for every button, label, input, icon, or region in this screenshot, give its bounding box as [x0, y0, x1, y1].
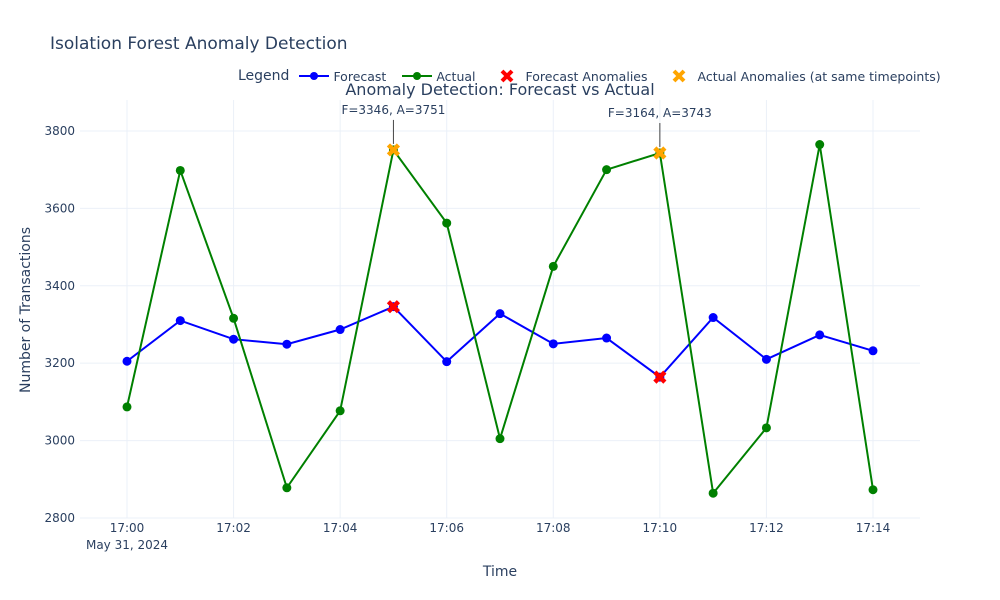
actual-anomaly-marker — [653, 146, 667, 160]
legend-item-forecast[interactable]: Forecast — [299, 69, 386, 84]
legend-actual-anomalies-symbol — [672, 69, 685, 83]
forecast-point — [761, 354, 771, 364]
forecast-point — [122, 356, 132, 366]
forecast-point — [868, 346, 878, 356]
forecast-point — [229, 334, 239, 344]
chart-subtitle: Anomaly Detection: Forecast vs Actual — [345, 80, 655, 99]
legend-item-actual[interactable]: Actual — [402, 68, 476, 84]
legend-item-forecast-anomalies[interactable]: Forecast Anomalies — [492, 69, 648, 84]
x-tick-label: 17:00 — [110, 521, 145, 535]
forecast-point — [602, 333, 612, 343]
legend-actual-label: Actual — [436, 68, 476, 84]
actual-point — [335, 406, 345, 416]
actual-point — [495, 434, 505, 444]
annotations: F=3346, A=3751 F=3164, A=3743 — [341, 103, 712, 148]
actual-point — [548, 261, 558, 271]
y-axis-title: Number of Transactions — [18, 227, 34, 393]
y-tick-label: 2800 — [44, 511, 75, 525]
y-tick-label: 3800 — [44, 124, 75, 138]
forecast-anomaly-marker — [653, 370, 667, 384]
annotation-label: F=3164, A=3743 — [608, 106, 712, 120]
x-tick-label: 17:12 — [749, 521, 784, 535]
actual-point — [282, 483, 292, 493]
y-tick-label: 3200 — [44, 356, 75, 370]
forecast-point — [282, 339, 292, 349]
actual-point — [815, 140, 825, 150]
legend-actual-anomalies-label: Actual Anomalies (at same timepoints) — [697, 68, 941, 84]
series-markers — [122, 140, 878, 498]
forecast-point — [708, 313, 718, 323]
legend-item-actual-anomalies[interactable]: Actual Anomalies (at same timepoints) — [664, 69, 941, 84]
x-tick-label: 17:06 — [429, 521, 464, 535]
actual-point — [122, 402, 132, 412]
chart-title: Isolation Forest Anomaly Detection — [50, 34, 348, 54]
forecast-point — [442, 357, 452, 367]
forecast-point — [335, 325, 345, 335]
x-tick-label: 17:02 — [216, 521, 251, 535]
forecast-point — [175, 316, 185, 326]
y-tick-label: 3000 — [44, 434, 75, 448]
anomaly-markers — [386, 143, 667, 384]
annotation-label: F=3346, A=3751 — [341, 103, 445, 117]
actual-point — [761, 423, 771, 433]
legend: Legend Forecast Actual Forecast Anomalie… — [238, 68, 957, 84]
actual-point — [442, 218, 452, 228]
y-tick-labels: 2800 3000 3200 3400 3600 3800 — [44, 124, 75, 525]
forecast-anomaly-marker — [386, 300, 401, 314]
x-tick-label: 17:10 — [643, 521, 678, 535]
actual-point — [229, 313, 239, 323]
actual-point — [175, 165, 185, 175]
actual-point — [868, 485, 878, 495]
legend-forecast-anomalies-label: Forecast Anomalies — [525, 68, 648, 84]
x-tick-label: 17:08 — [536, 521, 571, 535]
forecast-point — [495, 309, 505, 319]
x-tick-label: 17:04 — [323, 521, 358, 535]
grid-lines — [80, 100, 920, 519]
x-tick-date-label: May 31, 2024 — [86, 538, 168, 552]
legend-forecast-anomalies-symbol — [500, 69, 513, 83]
y-tick-label: 3600 — [44, 201, 75, 215]
legend-forecast-label: Forecast — [333, 68, 387, 84]
x-tick-label: 17:14 — [856, 521, 891, 535]
actual-point — [708, 488, 718, 498]
y-tick-label: 3400 — [44, 279, 75, 293]
x-tick-labels: 17:00 May 31, 2024 17:02 17:04 17:06 17:08 17:… — [86, 521, 890, 552]
legend-title: Legend — [238, 68, 290, 84]
forecast-point — [548, 339, 558, 349]
forecast-point — [815, 330, 825, 340]
x-axis-title: Time — [482, 564, 517, 580]
actual-anomaly-marker — [386, 143, 401, 157]
legend-forecast-symbol — [299, 72, 330, 80]
legend-actual-symbol — [402, 72, 433, 80]
actual-point — [602, 165, 612, 175]
